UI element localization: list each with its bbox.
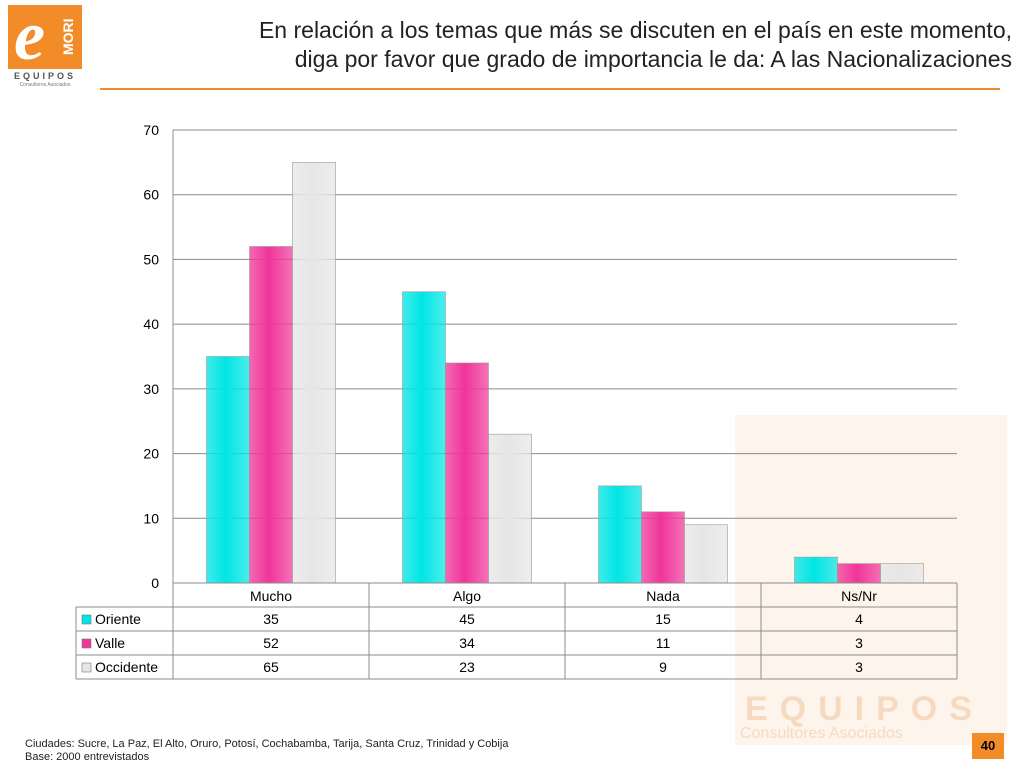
bar-oriente-algo <box>402 291 446 584</box>
legend-swatch-valle <box>81 638 92 649</box>
table-value: 9 <box>659 659 667 675</box>
category-label: Mucho <box>250 588 292 604</box>
legend-label-valle: Valle <box>95 635 125 651</box>
legend-label-oriente: Oriente <box>95 611 141 627</box>
table-value: 3 <box>855 635 863 651</box>
category-label: Ns/Nr <box>841 588 877 604</box>
watermark-subtext: Consultores Asociados <box>740 725 903 742</box>
bar-occidente-nada <box>684 524 728 584</box>
category-label: Nada <box>646 588 680 604</box>
footnote-base: Base: 2000 entrevistados <box>25 751 150 763</box>
table-value: 4 <box>855 611 863 627</box>
bar-oriente-nada <box>598 485 642 584</box>
y-tick-label: 20 <box>143 446 159 462</box>
table-value: 45 <box>459 611 475 627</box>
category-label: Algo <box>453 588 481 604</box>
bar-occidente-mucho <box>292 162 336 584</box>
table-value: 52 <box>263 635 279 651</box>
page-number: 40 <box>972 733 1004 759</box>
bar-chart: 0 10 20 30 40 50 60 70 Mucho Algo Nada Ns/Nr Oriente… <box>75 122 958 680</box>
bar-oriente-mucho <box>206 356 250 584</box>
bar-valle-mucho <box>249 246 293 584</box>
logo-mark: e <box>14 0 46 75</box>
table-value: 65 <box>263 659 279 675</box>
table-value: 23 <box>459 659 475 675</box>
logo-box <box>8 5 82 69</box>
bar-occidente-nsnr <box>880 563 924 584</box>
footnote: Ciudades: Sucre, La Paz, El Alto, Oruro,… <box>25 738 508 764</box>
title-line-1: En relación a los temas que más se discu… <box>258 17 1012 43</box>
legend-swatch-oriente <box>81 614 92 625</box>
company-logo: e MORI EQUIPOS Consultores Asociados <box>8 0 82 89</box>
y-tick-label: 10 <box>143 510 159 526</box>
bar-valle-nsnr <box>837 563 881 584</box>
slide-title: En relación a los temas que más se discu… <box>92 16 1012 74</box>
y-tick-label: 50 <box>143 251 159 267</box>
bar-oriente-nsnr <box>794 556 838 584</box>
footnote-cities: Ciudades: Sucre, La Paz, El Alto, Oruro,… <box>25 738 509 750</box>
bar-valle-nada <box>641 511 685 584</box>
bar-valle-algo <box>445 362 489 584</box>
title-divider <box>100 88 1000 90</box>
logo-brand: MORI <box>60 18 76 56</box>
table-value: 3 <box>855 659 863 675</box>
watermark-text: EQUIPOS <box>745 690 984 728</box>
legend-label-occidente: Occidente <box>95 659 158 675</box>
table-value: 35 <box>263 611 279 627</box>
bar-occidente-algo <box>488 433 532 584</box>
title-line-2: diga por favor que grado de importancia … <box>294 46 1012 72</box>
table-value: 15 <box>655 611 671 627</box>
y-tick-label: 40 <box>143 316 159 332</box>
table-value: 34 <box>459 635 475 651</box>
y-tick-label: 0 <box>151 575 159 591</box>
table-value: 11 <box>656 635 671 651</box>
logo-subtitle: Consultores Asociados <box>19 82 71 88</box>
logo-name: EQUIPOS <box>13 71 76 81</box>
legend-swatch-occidente <box>81 662 92 673</box>
y-tick-label: 60 <box>143 187 159 203</box>
y-tick-label: 30 <box>143 381 159 397</box>
y-tick-label: 70 <box>143 122 159 138</box>
